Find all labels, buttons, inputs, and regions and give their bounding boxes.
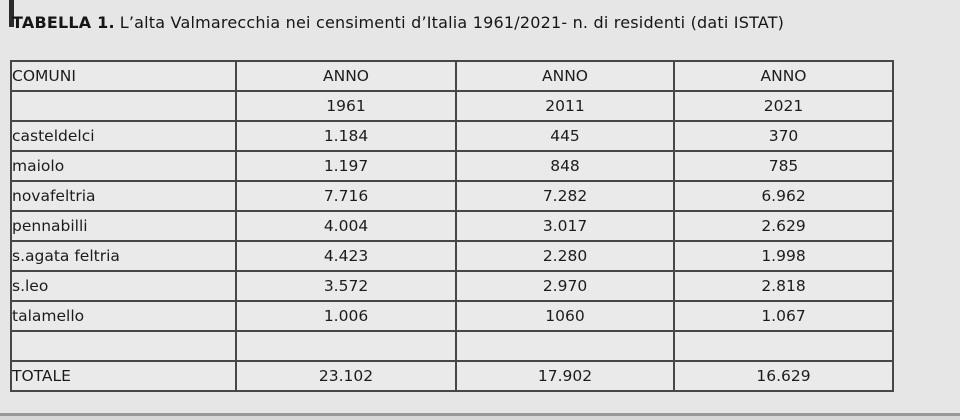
value-cell-2021: 1.067 [673,300,894,332]
total-label-cell: TOTALE [10,360,237,392]
table-row: talamello 1.006 1060 1.067 [10,300,894,332]
value-cell-1961: 1.184 [235,120,457,152]
value-cell-2011: 445 [455,120,675,152]
value-cell-2011: 3.017 [455,210,675,242]
empty-cell [673,330,894,362]
comune-name-cell: s.leo [10,270,237,302]
value-cell-2021: 6.962 [673,180,894,212]
page-title: TABELLA 1. L’alta Valmarecchia nei censim… [12,13,784,32]
table-number-label: TABELLA 1. [12,13,115,32]
year-cell-empty [10,90,237,122]
value-cell-1961: 4.004 [235,210,457,242]
comune-name-cell: maiolo [10,150,237,182]
table-row: s.leo 3.572 2.970 2.818 [10,270,894,302]
value-cell-2021: 785 [673,150,894,182]
bottom-divider [0,413,960,416]
header-cell-anno-3: ANNO [673,60,894,92]
value-cell-2021: 370 [673,120,894,152]
header-cell-anno-1: ANNO [235,60,457,92]
year-cell-1961: 1961 [235,90,457,122]
value-cell-2021: 1.998 [673,240,894,272]
table-row: s.agata feltria 4.423 2.280 1.998 [10,240,894,272]
empty-cell [455,330,675,362]
empty-row [10,330,894,362]
year-cell-2011: 2011 [455,90,675,122]
comune-name-cell: pennabilli [10,210,237,242]
census-table: COMUNI ANNO ANNO ANNO 1961 2011 2021 cas… [10,60,894,392]
table-row: pennabilli 4.004 3.017 2.629 [10,210,894,242]
empty-cell [10,330,237,362]
value-cell-1961: 1.006 [235,300,457,332]
year-cell-2021: 2021 [673,90,894,122]
value-cell-1961: 7.716 [235,180,457,212]
total-value-2011: 17.902 [455,360,675,392]
empty-cell [235,330,457,362]
value-cell-2011: 2.280 [455,240,675,272]
table-caption: L’alta Valmarecchia nei censimenti d’Ita… [119,13,785,32]
comune-name-cell: novafeltria [10,180,237,212]
table-row: novafeltria 7.716 7.282 6.962 [10,180,894,212]
value-cell-2011: 1060 [455,300,675,332]
value-cell-1961: 4.423 [235,240,457,272]
header-row: COMUNI ANNO ANNO ANNO [10,60,894,92]
header-cell-comuni: COMUNI [10,60,237,92]
value-cell-1961: 3.572 [235,270,457,302]
table-row: casteldelci 1.184 445 370 [10,120,894,152]
comune-name-cell: casteldelci [10,120,237,152]
page-edge-mark [9,0,14,27]
value-cell-2021: 2.818 [673,270,894,302]
value-cell-1961: 1.197 [235,150,457,182]
total-row: TOTALE 23.102 17.902 16.629 [10,360,894,392]
total-value-2021: 16.629 [673,360,894,392]
comune-name-cell: talamello [10,300,237,332]
value-cell-2011: 848 [455,150,675,182]
bottom-divider-shade [0,416,960,420]
table-row: maiolo 1.197 848 785 [10,150,894,182]
value-cell-2021: 2.629 [673,210,894,242]
year-row: 1961 2011 2021 [10,90,894,122]
total-value-1961: 23.102 [235,360,457,392]
value-cell-2011: 7.282 [455,180,675,212]
comune-name-cell: s.agata feltria [10,240,237,272]
header-cell-anno-2: ANNO [455,60,675,92]
value-cell-2011: 2.970 [455,270,675,302]
